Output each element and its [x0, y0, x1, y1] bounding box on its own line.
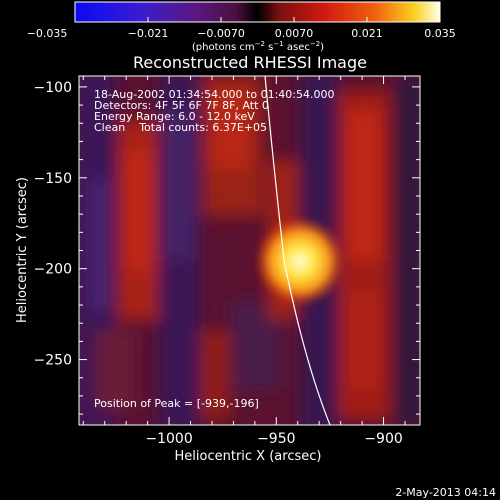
y-axis-title: Heliocentric Y (arcsec) — [15, 177, 30, 323]
x-axis-title: Heliocentric X (arcsec) — [175, 449, 322, 464]
peak-position-label: Position of Peak = [-939,-196] — [94, 397, 259, 410]
colorbar-tick-3: −0.0070 — [197, 27, 245, 40]
colorbar-tick-5: 0.021 — [351, 27, 383, 40]
info-energy-range: Energy Range: 6.0 - 12.0 keV — [94, 110, 255, 123]
plot-title: Reconstructed RHESSI Image — [133, 53, 367, 72]
x-axis-ticks — [82, 76, 406, 425]
y-tick-label-1: −100 — [34, 80, 72, 96]
x-tick-label-3: −900 — [364, 431, 402, 447]
colorbar-tick-6: 0.035 — [424, 27, 456, 40]
colorbar-tick-2: −0.021 — [128, 27, 169, 40]
colorbar-ticks — [147, 17, 368, 22]
x-tick-label-1: −1000 — [145, 431, 192, 447]
y-axis-ticks — [79, 86, 420, 415]
solar-limb — [264, 76, 331, 425]
colorbar-units: (photons cm−2 s−1 asec−2) — [192, 40, 324, 53]
info-time-range: 18-Aug-2002 01:34:54.000 to 01:40:54.000 — [94, 88, 335, 101]
colorbar — [74, 1, 441, 23]
info-clean-counts: Clean Total counts: 6.37E+05 — [94, 121, 267, 134]
y-tick-label-3: −200 — [34, 262, 72, 278]
peak-source — [253, 215, 346, 308]
rhessi-image — [79, 76, 420, 425]
y-tick-label-2: −150 — [34, 171, 72, 187]
colorbar-tick-4: 0.0070 — [275, 27, 314, 40]
y-tick-label-4: −250 — [34, 353, 72, 369]
info-detectors: Detectors: 4F 5F 6F 7F 8F, Att 0 — [94, 99, 269, 112]
x-tick-label-2: −950 — [257, 431, 295, 447]
colorbar-tick-1: −0.035 — [27, 27, 68, 40]
timestamp: 2-May-2013 04:14 — [395, 486, 496, 499]
